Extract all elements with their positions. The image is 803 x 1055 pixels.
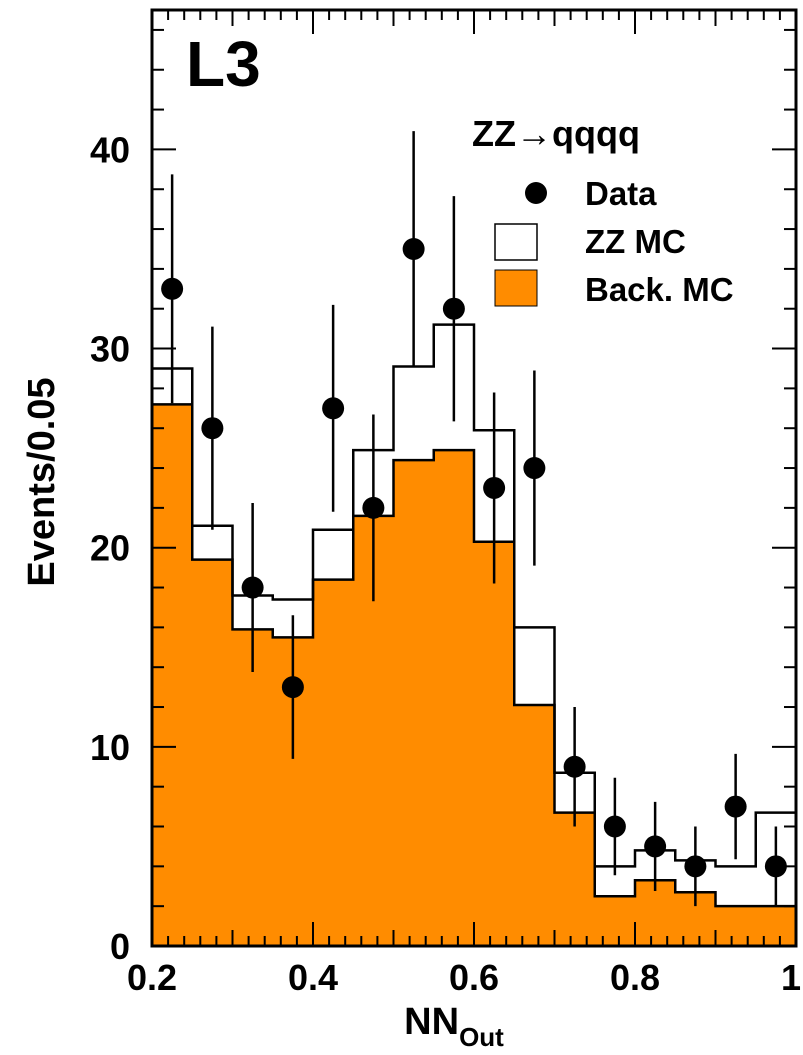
back-mc-outline [150, 403, 798, 946]
data-point [563, 755, 586, 778]
y-tick-label: 40 [90, 129, 130, 170]
data-point [684, 855, 707, 878]
y-tick-label: 30 [90, 329, 130, 370]
back-mc-bin [755, 906, 797, 946]
data-point [402, 237, 425, 260]
legend-label-back-mc: Back. MC [585, 271, 734, 308]
back-mc-bin [514, 705, 556, 946]
y-tick-label: 0 [110, 926, 130, 967]
back-mc-bin [433, 450, 475, 946]
data-point [442, 297, 465, 320]
data-point [523, 457, 546, 480]
data-point [764, 855, 787, 878]
data-points [161, 131, 787, 907]
x-tick-label: 1 [781, 957, 801, 998]
back-mc-bin [594, 896, 636, 946]
x-axis-title: NNOut [404, 1001, 504, 1052]
data-point [724, 795, 747, 818]
data-point [241, 576, 264, 599]
legend-data-marker [525, 182, 547, 204]
back-mc-bin [192, 559, 234, 946]
experiment-label: L3 [186, 28, 261, 100]
back-mc-bin [232, 629, 274, 946]
back-mc-bin [554, 812, 596, 946]
legend-label-zz-mc: ZZ MC [585, 223, 686, 260]
x-tick-label: 0.4 [288, 957, 338, 998]
legend: Data ZZ MC Back. MC [494, 175, 734, 308]
axis-ticks: 0 10 20 30 40 0.2 0.4 0.6 0.8 1 [90, 10, 801, 998]
x-tick-label: 0.2 [127, 957, 177, 998]
back-mc-bin [313, 579, 354, 946]
data-point [281, 676, 304, 699]
data-point [322, 397, 345, 420]
legend-zz-mc-box [494, 223, 538, 261]
back-mc-bin [152, 404, 193, 946]
background-mc-histogram [150, 403, 798, 946]
data-point [161, 277, 184, 300]
y-tick-label: 20 [90, 528, 130, 569]
data-point [483, 476, 506, 499]
x-tick-label: 0.6 [449, 957, 499, 998]
y-axis-title: Events/0.05 [21, 377, 63, 586]
y-tick-label: 10 [90, 727, 130, 768]
back-mc-bin [715, 906, 757, 946]
x-tick-label: 0.8 [610, 957, 660, 998]
back-mc-bin [393, 460, 435, 946]
legend-label-data: Data [585, 175, 657, 212]
channel-label: ZZ→qqqq [472, 113, 640, 154]
data-point [362, 496, 385, 519]
data-point [644, 835, 667, 858]
data-point [201, 417, 224, 440]
back-mc-bin [635, 880, 676, 946]
data-point [603, 815, 626, 838]
back-mc-bin [474, 541, 515, 946]
legend-back-mc-box [494, 269, 538, 307]
